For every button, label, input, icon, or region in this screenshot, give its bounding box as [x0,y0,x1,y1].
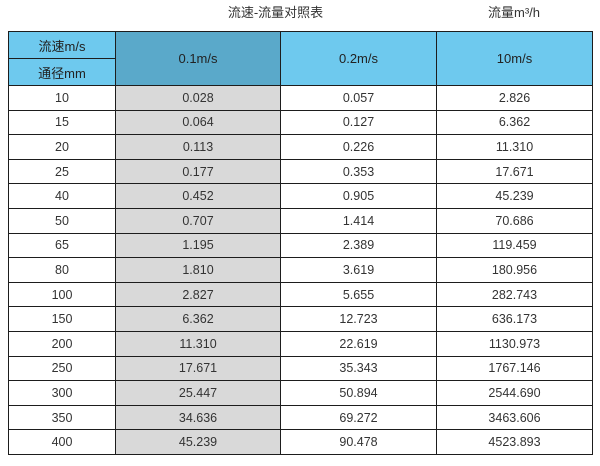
flow-value-cell: 70.686 [436,207,593,234]
diameter-cell: 250 [8,355,116,382]
flow-value-cell: 69.272 [280,404,437,431]
flow-value-cell: 180.956 [436,257,593,283]
flow-value-cell: 50.894 [280,380,437,406]
table-row: 20 0.113 0.226 11.310 [8,134,593,160]
flow-value-cell: 282.743 [436,281,593,308]
flow-value-cell: 1767.146 [436,355,593,382]
flow-value-cell: 22.619 [280,330,437,357]
table-row: 250 17.671 35.343 1767.146 [8,355,593,382]
flow-value-cell: 34.636 [115,404,281,431]
diameter-cell: 20 [8,134,116,160]
diameter-cell: 350 [8,404,116,431]
flow-value-cell: 11.310 [115,330,281,357]
flow-value-cell: 2.826 [436,85,593,111]
flow-value-cell: 17.671 [436,158,593,185]
table-row: 350 34.636 69.272 3463.606 [8,404,593,431]
flow-value-cell: 1130.973 [436,330,593,357]
flow-value-cell: 1.810 [115,257,281,283]
flow-value-cell: 6.362 [436,109,593,136]
flow-value-cell: 5.655 [280,281,437,308]
table-row: 15 0.064 0.127 6.362 [8,109,593,136]
diameter-cell: 15 [8,109,116,136]
diameter-cell: 40 [8,183,116,209]
flow-value-cell: 0.452 [115,183,281,209]
flow-value-cell: 0.707 [115,207,281,234]
flow-value-cell: 12.723 [280,306,437,332]
diameter-cell: 150 [8,306,116,332]
flow-value-cell: 0.064 [115,109,281,136]
flow-value-cell: 2.389 [280,232,437,259]
velocity-flow-table: 流速m/s 0.1m/s 0.2m/s 10m/s 通径mm 10 0.028 0.… [8,31,593,455]
diameter-cell: 25 [8,158,116,185]
flow-value-cell: 0.177 [115,158,281,185]
flow-value-cell: 0.113 [115,134,281,160]
diameter-cell: 400 [8,429,116,455]
flow-value-cell: 45.239 [436,183,593,209]
table-row: 65 1.195 2.389 119.459 [8,232,593,259]
col-header-velocity-0-2: 0.2m/s [280,31,437,86]
flow-value-cell: 90.478 [280,429,437,455]
diameter-cell: 65 [8,232,116,259]
diameter-cell: 300 [8,380,116,406]
diameter-cell: 10 [8,85,116,111]
table-row: 10 0.028 0.057 2.826 [8,85,593,111]
table-row: 400 45.239 90.478 4523.893 [8,429,593,455]
page-title: 流速-流量对照表 [227,5,324,20]
table-row: 200 11.310 22.619 1130.973 [8,330,593,357]
flow-value-cell: 0.127 [280,109,437,136]
flow-value-cell: 17.671 [115,355,281,382]
flow-value-cell: 45.239 [115,429,281,455]
table-row: 150 6.362 12.723 636.173 [8,306,593,332]
table-body: 10 0.028 0.057 2.826 15 0.064 0.127 6.362 20 0.11… [8,85,593,455]
corner-diameter-label: 通径mm [8,58,116,86]
flow-value-cell: 3.619 [280,257,437,283]
flow-value-cell: 11.310 [436,134,593,160]
flow-unit-label: 流量m³/h [487,5,540,20]
flow-value-cell: 636.173 [436,306,593,332]
flow-value-cell: 3463.606 [436,404,593,431]
flow-value-cell: 2544.690 [436,380,593,406]
flow-value-cell: 1.414 [280,207,437,234]
flow-value-cell: 6.362 [115,306,281,332]
flow-value-cell: 4523.893 [436,429,593,455]
flow-value-cell: 0.028 [115,85,281,111]
table-row: 40 0.452 0.905 45.239 [8,183,593,209]
flow-value-cell: 35.343 [280,355,437,382]
table-row: 300 25.447 50.894 2544.690 [8,380,593,406]
flow-value-cell: 1.195 [115,232,281,259]
header-row-top: 流速m/s 0.1m/s 0.2m/s 10m/s [8,31,593,86]
table-row: 100 2.827 5.655 282.743 [8,281,593,308]
table-row: 50 0.707 1.414 70.686 [8,207,593,234]
flow-value-cell: 0.226 [280,134,437,160]
table-row: 80 1.810 3.619 180.956 [8,257,593,283]
diameter-cell: 200 [8,330,116,357]
flow-value-cell: 2.827 [115,281,281,308]
col-header-velocity-10: 10m/s [436,31,593,86]
flow-value-cell: 0.057 [280,85,437,111]
flow-value-cell: 0.905 [280,183,437,209]
flow-value-cell: 119.459 [436,232,593,259]
table-row: 25 0.177 0.353 17.671 [8,158,593,185]
diameter-cell: 80 [8,257,116,283]
diameter-cell: 100 [8,281,116,308]
flow-value-cell: 0.353 [280,158,437,185]
diameter-cell: 50 [8,207,116,234]
col-header-velocity-0-1: 0.1m/s [115,31,281,86]
header-row-bottom: 通径mm [8,58,593,86]
corner-velocity-label: 流速m/s [8,31,116,59]
flow-value-cell: 25.447 [115,380,281,406]
